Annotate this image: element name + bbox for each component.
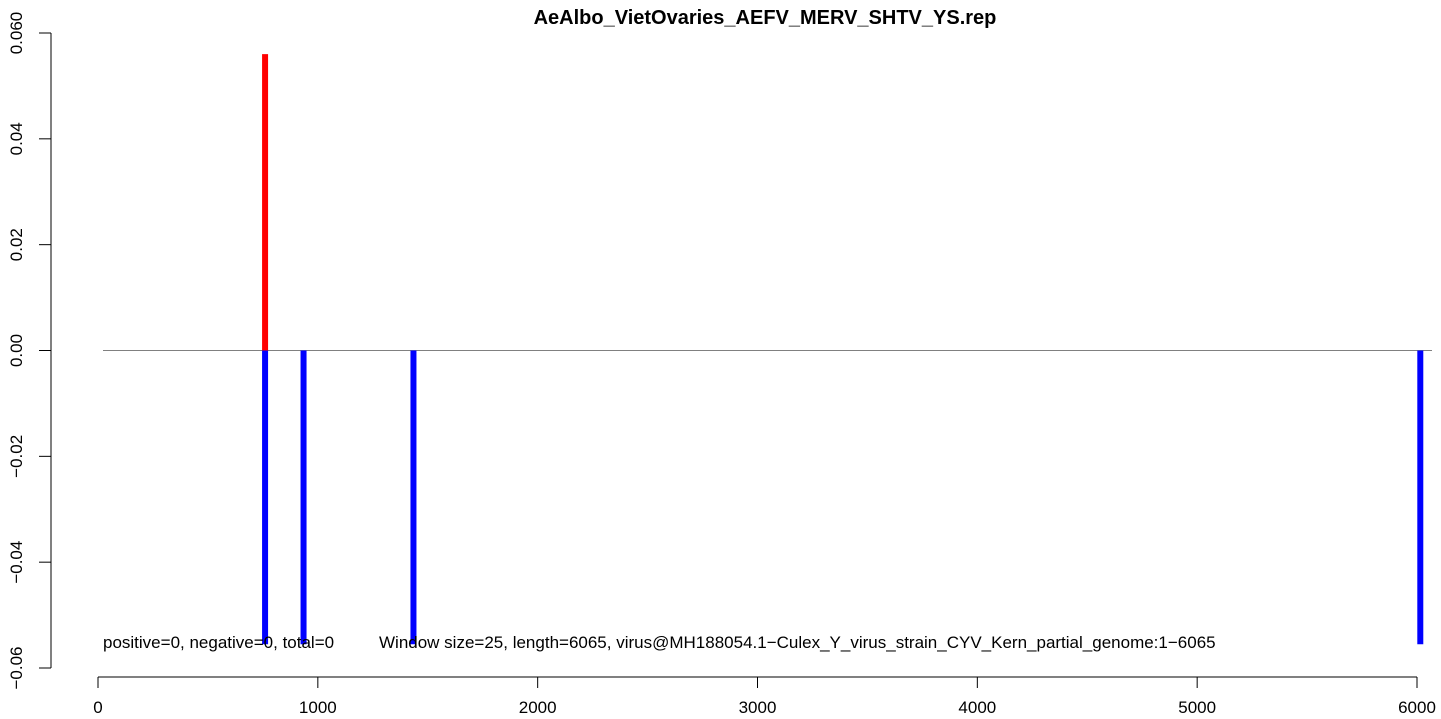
y-tick-label: 0.060 xyxy=(7,12,26,55)
y-tick-label: 0.02 xyxy=(7,228,26,261)
chart-title: AeAlbo_VietOvaries_AEFV_MERV_SHTV_YS.rep xyxy=(534,7,997,29)
x-tick-label: 6000 xyxy=(1398,698,1436,717)
x-tick-label: 3000 xyxy=(739,698,777,717)
x-tick-label: 2000 xyxy=(519,698,557,717)
x-tick-label: 0 xyxy=(93,698,102,717)
y-tick-label: 0.00 xyxy=(7,334,26,367)
x-tick-label: 5000 xyxy=(1178,698,1216,717)
annotations: positive=0, negative=0, total=0 Window s… xyxy=(103,633,1216,652)
x-tick-label: 4000 xyxy=(958,698,996,717)
y-tick-label: −0.04 xyxy=(7,541,26,584)
y-tick-label: −0.06 xyxy=(7,646,26,689)
annotation-window: Window size=25, length=6065, virus@MH188… xyxy=(379,633,1216,652)
x-tick-label: 1000 xyxy=(299,698,337,717)
annotation-counts: positive=0, negative=0, total=0 xyxy=(103,633,334,652)
bars xyxy=(262,54,1424,645)
y-tick-label: 0.04 xyxy=(7,122,26,155)
y-tick-label: −0.02 xyxy=(7,435,26,478)
x-axis: 0 1000 2000 3000 4000 5000 6000 xyxy=(93,676,1436,717)
y-axis: −0.06 −0.04 −0.02 0.00 0.02 0.04 0.060 xyxy=(7,12,52,690)
